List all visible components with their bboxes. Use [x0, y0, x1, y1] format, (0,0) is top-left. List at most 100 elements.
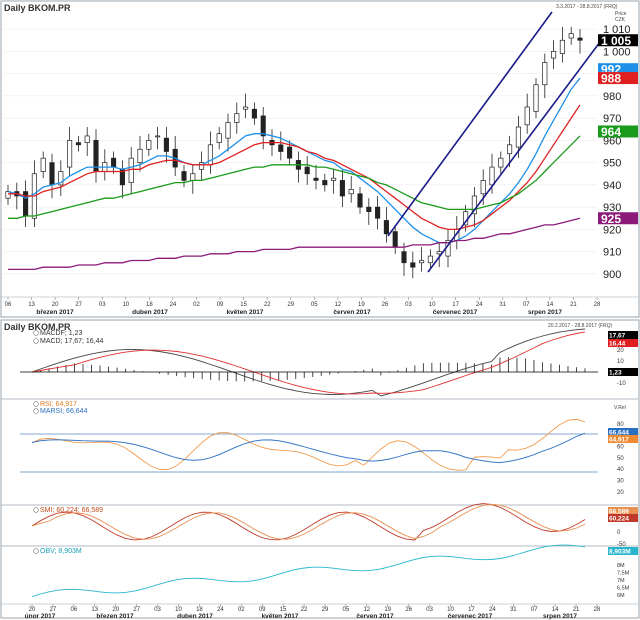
obv-line: [31, 544, 586, 598]
rsi-axis-label: V.Rel: [614, 405, 626, 411]
indicator-x-tick-label: 12: [363, 607, 370, 613]
indicator-x-tick-label: 31: [510, 607, 517, 613]
price-badge-box: [598, 125, 638, 138]
indicator-badge-box: [608, 368, 638, 376]
indicator-x-tick-label: 03: [154, 607, 161, 613]
price-x-month-label: srpen 2017: [528, 309, 562, 316]
indicator-x-tick-label: 26: [405, 607, 412, 613]
candle-body: [199, 162, 205, 170]
price-x-tick-label: 06: [5, 302, 12, 308]
candle-body: [40, 157, 46, 172]
candle-body: [67, 140, 73, 168]
price-lines: [7, 77, 581, 271]
indicator-x-tick-label: 03: [426, 607, 433, 613]
marsi-legend-icon: [33, 408, 39, 414]
indicator-x-month-label: květen 2017: [262, 613, 299, 620]
candle-body: [339, 180, 345, 197]
price-x-tick-label: 09: [217, 302, 224, 308]
macd-signal-line: [31, 331, 586, 395]
price-x-month-label: duben 2017: [132, 309, 168, 316]
candle-body: [383, 220, 389, 235]
indicator-x-tick-label: 27: [133, 607, 140, 613]
candle-body: [278, 144, 284, 152]
price-badge-label: 988: [601, 72, 621, 86]
indicator-badge-label: 66,589: [609, 509, 629, 516]
candle-body: [392, 231, 398, 248]
indicator-badge-box: [608, 507, 638, 515]
indicator-badge-box: [608, 339, 638, 347]
indicator-panel-range: 20.2.2017 - 28.8.2017 (FRQ): [548, 323, 613, 329]
price-x-tick-label: 03: [405, 302, 412, 308]
candle-body: [190, 173, 196, 181]
indicator-badge-box: [608, 547, 638, 555]
indicator-badge-label: 16,44: [609, 341, 626, 348]
obv-legend-icon: [33, 548, 39, 554]
price-y-tick-label: 1 010: [603, 24, 631, 36]
smi-y-tick-label: -50: [617, 542, 626, 548]
candle-body: [225, 122, 231, 139]
price-y-tick-label: 980: [603, 91, 621, 103]
candle-body: [181, 171, 187, 181]
candle-body: [357, 193, 363, 208]
indicator-x-ticks: 20 27 06 13 20 27 03 10 18 24 02 09 15 22 29 05 12 19 26 03…: [25, 604, 601, 620]
indicator-badge-label: 64,917: [609, 437, 629, 444]
macd-line: [31, 328, 586, 397]
indicator-x-month-label: červen 2017: [356, 613, 394, 620]
candle-body: [507, 144, 513, 155]
price-badge-box: [598, 34, 638, 47]
price-y-tick-label: 960: [603, 135, 621, 147]
indicator-x-tick-label: 21: [573, 607, 580, 613]
price-x-month-label: březen 2017: [36, 309, 74, 316]
rsi-legend: RSI; 64,917: [40, 401, 77, 408]
indicator-x-month-label: březen 2017: [96, 613, 134, 620]
price-x-tick-label: 15: [240, 302, 247, 308]
obv-y-tick-label: 6M: [617, 593, 625, 599]
indicator-x-tick-label: 14: [552, 607, 559, 613]
marsi-line: [31, 432, 586, 464]
indicator-x-tick-label: 22: [301, 607, 308, 613]
obv-y-tick-label: 6,5M: [617, 586, 630, 592]
price-y-tick-label: 1 000: [603, 46, 631, 58]
price-x-month-label: červenec 2017: [433, 309, 478, 316]
candle-body: [375, 206, 381, 219]
price-axis-label-2: CZK: [615, 17, 626, 23]
price-x-tick-label: 17: [452, 302, 459, 308]
indicator-panel-border: [0, 319, 640, 619]
price-x-tick-label: 03: [99, 302, 106, 308]
candle-body: [366, 206, 372, 212]
indicator-x-tick-label: 29: [322, 607, 329, 613]
price-y-tick-label: 970: [603, 113, 621, 125]
price-x-tick-label: 19: [358, 302, 365, 308]
indicator-badge-label: 17,67: [609, 333, 626, 340]
candle-body: [568, 33, 574, 39]
price-x-tick-label: 10: [122, 302, 129, 308]
price-x-tick-label: 02: [193, 302, 200, 308]
indicator-x-tick-label: 06: [71, 607, 78, 613]
candle-body: [436, 251, 442, 255]
indicator-badge-box: [608, 514, 638, 522]
indicator-x-tick-label: 17: [468, 607, 475, 613]
indicator-panel-title: Daily BKOM.PR: [4, 322, 71, 332]
macdf-legend: MACDF; 1,23: [40, 330, 83, 337]
indicator-badge-box: [608, 331, 638, 339]
obv-y-tick-label: 7,5M: [617, 571, 630, 577]
price-x-tick-label: 14: [547, 302, 554, 308]
price-x-tick-label: 29: [287, 302, 294, 308]
indicator-x-tick-label: 10: [175, 607, 182, 613]
indicator-badge-label: 8,903M: [609, 549, 631, 556]
candle-body: [49, 162, 55, 186]
obv-y-tick-label: 7M: [617, 578, 625, 584]
series-ma_mid-line: [8, 104, 581, 231]
indicator-x-tick-label: 24: [489, 607, 496, 613]
indicator-badge-label: 60,224: [609, 516, 629, 523]
smi-panel: SMI; 60,224; 66,589: [1, 503, 638, 547]
channel-lower-line: [427, 41, 601, 273]
channel-upper-line: [387, 11, 553, 237]
candle-body: [5, 191, 11, 199]
indicator-badge-label: 66,644: [609, 430, 629, 437]
candle-body: [146, 140, 152, 150]
